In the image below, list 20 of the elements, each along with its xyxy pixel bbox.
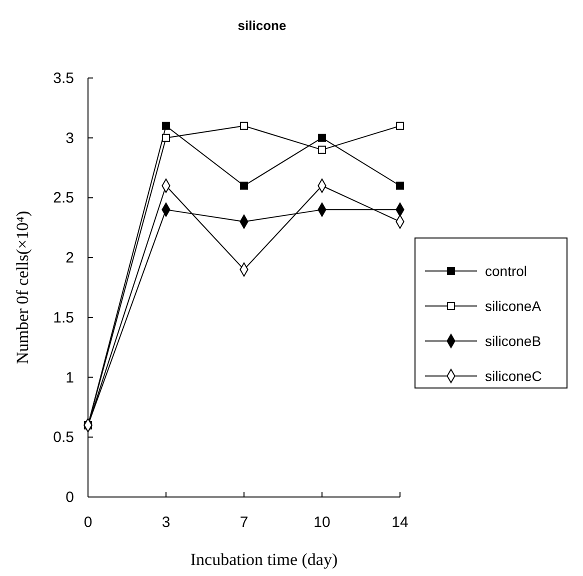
y-tick-label: 1	[66, 369, 74, 386]
legend-label: siliconeA	[485, 298, 542, 314]
x-tick-label: 14	[392, 514, 408, 531]
x-tick-label: 7	[240, 514, 248, 531]
y-tick-label: 1.5	[53, 309, 74, 326]
y-axis-title: Number 0f cells(×10⁴)	[13, 210, 32, 364]
legend-label: control	[485, 263, 528, 279]
x-tick-label: 10	[314, 514, 330, 531]
y-tick-label: 2	[66, 250, 74, 267]
x-tick-label: 0	[84, 514, 92, 531]
x-tick-label: 3	[162, 514, 170, 531]
y-tick-label: 3.5	[53, 70, 74, 87]
y-tick-label: 0.5	[53, 429, 74, 446]
y-tick-label: 3	[66, 130, 74, 147]
y-tick-label: 2.5	[53, 190, 74, 207]
chart-title: silicone	[238, 18, 286, 33]
legend-label: siliconeC	[485, 368, 542, 384]
legend-label: siliconeB	[485, 333, 542, 349]
y-tick-label: 0	[66, 489, 74, 506]
x-axis-title: Incubation time (day)	[190, 550, 338, 569]
